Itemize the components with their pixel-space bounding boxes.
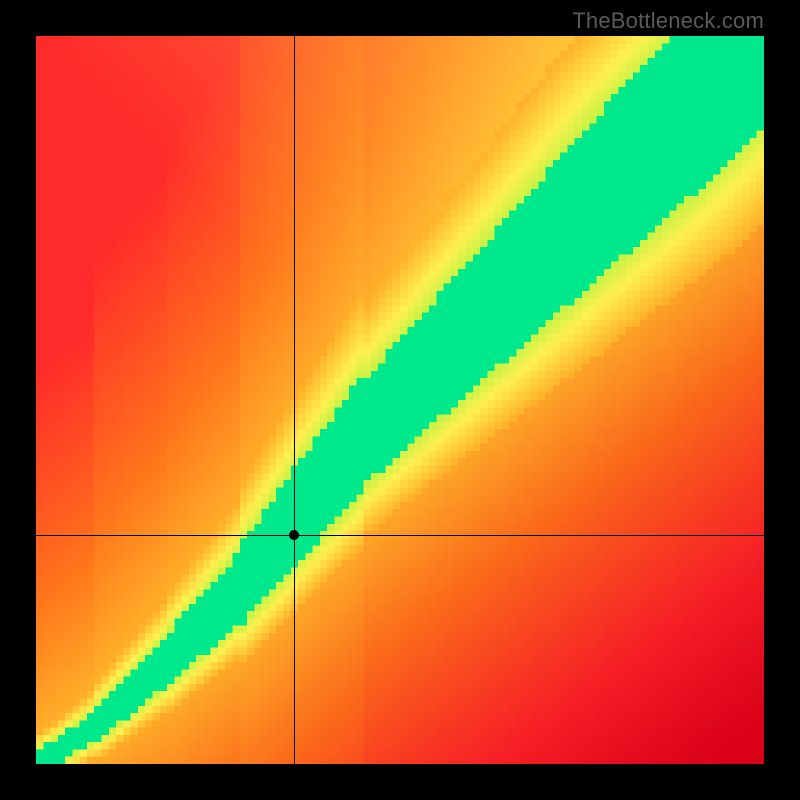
heatmap-plot [36, 36, 764, 764]
crosshair-horizontal [36, 535, 764, 536]
watermark-text: TheBottleneck.com [572, 8, 764, 34]
heatmap-canvas [36, 36, 764, 764]
crosshair-marker [289, 530, 299, 540]
crosshair-vertical [294, 36, 295, 764]
